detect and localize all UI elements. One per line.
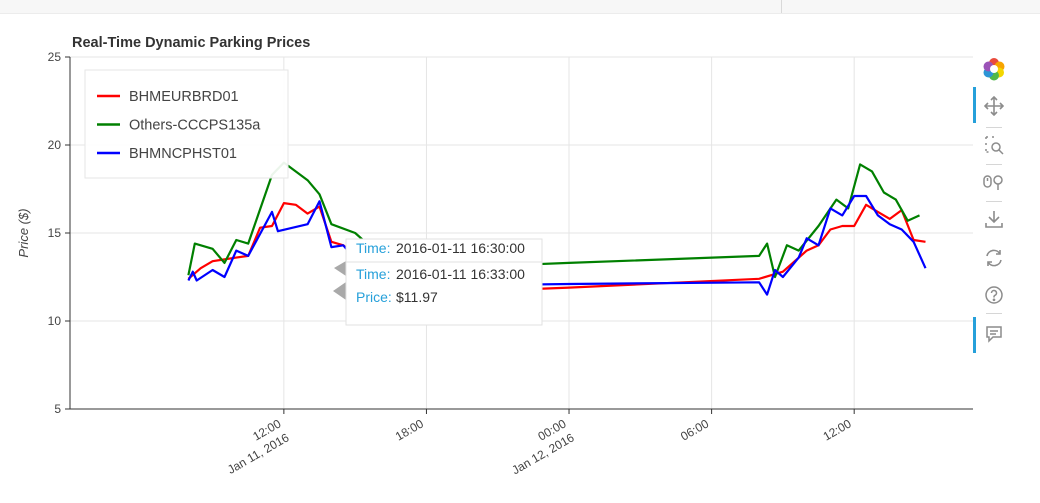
- hover-icon[interactable]: [974, 319, 1014, 349]
- x-tick-label: 06:00: [678, 416, 711, 443]
- tooltip-box: [345, 261, 543, 326]
- toolbar-separator: [986, 201, 1002, 202]
- y-tick-label: 25: [48, 50, 62, 64]
- chart-title: Real-Time Dynamic Parking Prices: [72, 35, 310, 51]
- pan-active-indicator: [973, 87, 976, 123]
- x-tick-label: 12:00: [821, 416, 854, 443]
- hover-active-indicator: [973, 317, 976, 353]
- hover-tooltip: Time: 2016-01-11 16:30:00 Time: 2016-01-11 …: [333, 238, 543, 326]
- series-line: [187, 161, 920, 279]
- y-tick-label: 15: [48, 226, 62, 240]
- tooltip-ghost-time-value: 2016-01-11 16:30:00: [396, 240, 525, 256]
- legend-label: Others-CCCPS135a: [129, 118, 261, 134]
- x-tick-label: 18:00: [393, 416, 426, 443]
- reset-icon[interactable]: [974, 243, 1014, 273]
- series-layer: [187, 161, 927, 296]
- legend-label: BHMNCPHST01: [129, 146, 237, 162]
- tooltip-pointer: [334, 261, 346, 276]
- toolbar-separator: [986, 313, 1002, 314]
- chart-toolbar: [973, 52, 1014, 372]
- box-zoom-icon[interactable]: [974, 130, 1014, 160]
- tooltip-time-value: 2016-01-11 16:33:00: [396, 266, 525, 282]
- tooltip-price-value: $11.97: [396, 289, 438, 305]
- legend[interactable]: BHMEURBRD01 Others-CCCPS135a BHMNCPHST01: [84, 69, 289, 179]
- y-tick-label: 20: [48, 138, 62, 152]
- top-bar: [0, 0, 1040, 14]
- tooltip-price-label: Price:: [356, 289, 392, 305]
- y-tick-label: 10: [48, 314, 62, 328]
- save-icon[interactable]: [974, 204, 1014, 234]
- series-line: [187, 202, 926, 296]
- y-axis-title: Price ($): [16, 208, 31, 257]
- tooltip-time-label: Time:: [356, 266, 390, 282]
- pan-icon[interactable]: [974, 91, 1014, 121]
- toolbar-separator: [986, 127, 1002, 128]
- tooltip-pointer: [333, 282, 346, 300]
- wheel-zoom-icon[interactable]: [974, 167, 1014, 197]
- bokeh-logo-icon[interactable]: [974, 54, 1014, 84]
- legend-label: BHMEURBRD01: [129, 89, 239, 105]
- tooltip-ghost-time-label: Time:: [356, 240, 390, 256]
- series-line: [187, 194, 927, 296]
- help-icon[interactable]: [974, 280, 1014, 310]
- top-bar-divider: [781, 0, 782, 13]
- y-tick-label: 5: [54, 402, 61, 416]
- toolbar-separator: [986, 164, 1002, 165]
